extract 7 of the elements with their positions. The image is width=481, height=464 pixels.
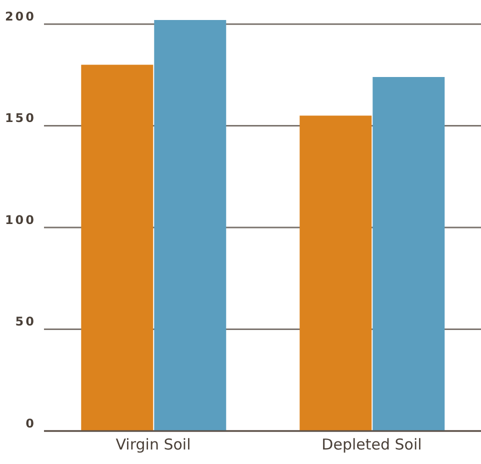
x-tick-label: Depleted Soil — [322, 436, 422, 454]
y-tick-label: 50 — [15, 314, 36, 329]
y-tick-label: 150 — [4, 111, 36, 126]
y-tick-label: 0 — [26, 416, 36, 430]
y-tick-label: 100 — [4, 212, 36, 227]
x-tick-label: Virgin Soil — [116, 436, 191, 454]
y-tick-label: 200 — [4, 9, 36, 24]
